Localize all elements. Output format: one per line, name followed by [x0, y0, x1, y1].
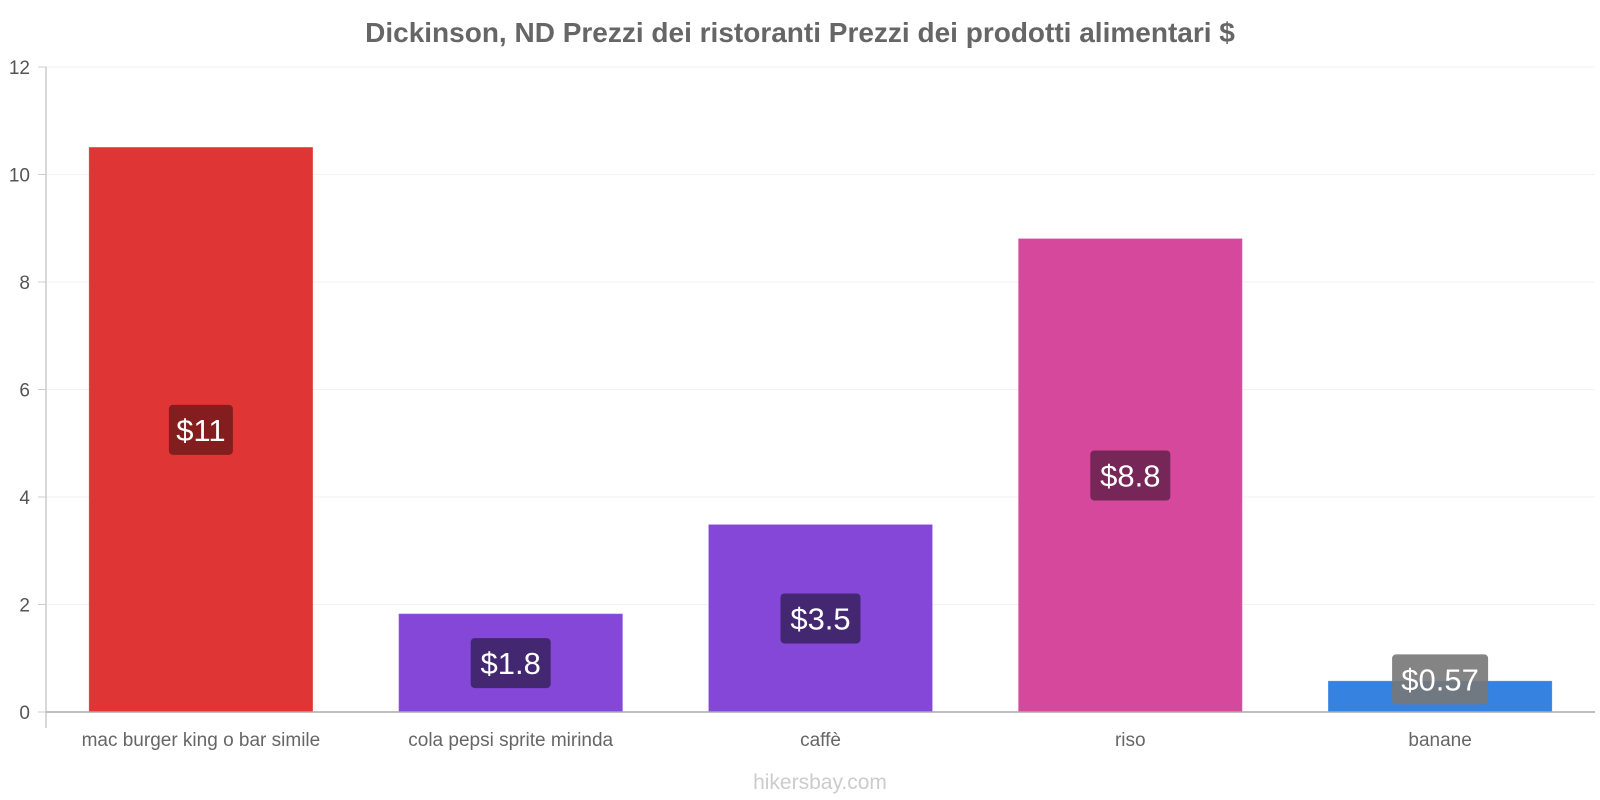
y-tick-label: 8 — [19, 273, 30, 294]
data-label-bg — [780, 593, 861, 644]
bars — [88, 147, 1553, 713]
x-category-label: banane — [1408, 730, 1471, 751]
y-tick-label: 12 — [9, 58, 30, 79]
y-tick-label: 6 — [19, 381, 30, 402]
data-label-bg — [470, 638, 551, 689]
x-category-label: riso — [1115, 730, 1146, 751]
data-label: $8.8 — [1100, 459, 1160, 494]
data-label-bg — [1392, 654, 1489, 705]
data-label: $0.57 — [1401, 662, 1479, 697]
y-tick-label: 10 — [9, 166, 30, 187]
x-category-label: cola pepsi sprite mirinda — [408, 730, 613, 751]
y-tick-label: 2 — [19, 596, 30, 617]
data-labels: $11 $1.8 $3.5 $8.8 $0.57 — [168, 404, 1489, 705]
y-axis-ticks: 0 2 4 6 8 10 12 — [9, 58, 46, 724]
x-category-label: caffè — [800, 730, 841, 751]
data-label: $3.5 — [790, 601, 850, 636]
x-axis-categories: mac burger king o bar simile cola pepsi s… — [82, 730, 1472, 751]
data-label: $1.8 — [481, 646, 541, 681]
watermark: hikersbay.com — [753, 771, 887, 794]
data-label-bg — [1090, 450, 1171, 501]
chart-title: Dickinson, ND Prezzi dei ristoranti Prez… — [365, 17, 1235, 48]
y-tick-label: 4 — [19, 488, 30, 509]
y-tick-label: 0 — [19, 703, 30, 724]
x-category-label: mac burger king o bar simile — [82, 730, 321, 751]
data-label-bg — [168, 404, 233, 455]
data-label: $11 — [176, 413, 225, 448]
